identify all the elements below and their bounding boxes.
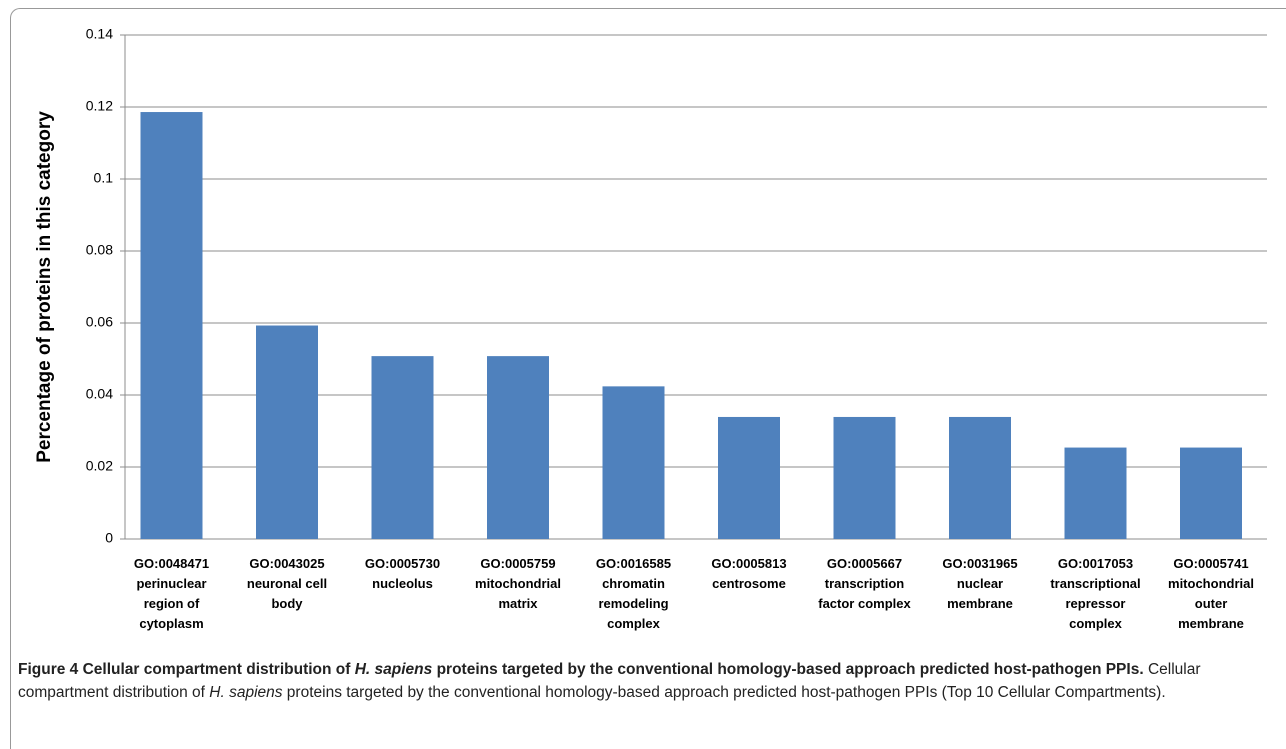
y-tick-label: 0.1: [94, 170, 114, 186]
bar: [1064, 447, 1127, 539]
y-tick-label: 0.12: [86, 98, 113, 114]
caption-text: Cellular compartment distribution of: [18, 661, 1201, 701]
x-tick-label: repressor: [1066, 596, 1126, 611]
caption-text: Figure 4 Cellular compartment distributi…: [18, 661, 355, 678]
x-tick-label: chromatin: [602, 576, 665, 591]
x-tick-label: cytoplasm: [139, 616, 203, 631]
x-tick-label: transcription: [825, 576, 905, 591]
x-tick-label: transcriptional: [1050, 576, 1140, 591]
x-tick-label: remodeling: [598, 596, 668, 611]
x-tick-label: complex: [1069, 616, 1123, 631]
caption-italic: H. sapiens: [209, 684, 283, 701]
bar: [256, 325, 318, 539]
x-tick-label: region of: [144, 596, 200, 611]
y-tick-label: 0.04: [86, 386, 113, 402]
figure-caption: Figure 4 Cellular compartment distributi…: [18, 658, 1268, 704]
x-tick-label: matrix: [498, 596, 538, 611]
x-tick-label: membrane: [947, 596, 1013, 611]
x-tick-label: perinuclear: [136, 576, 206, 591]
y-tick-label: 0.06: [86, 314, 113, 330]
x-tick-label: factor complex: [818, 596, 911, 611]
x-tick-label: GO:0031965: [942, 556, 1017, 571]
y-axis-title: Percentage of proteins in this category: [34, 111, 55, 463]
bar: [602, 386, 665, 539]
x-tick-label: outer: [1195, 596, 1228, 611]
x-tick-label: GO:0017053: [1058, 556, 1133, 571]
x-tick-label: centrosome: [712, 576, 786, 591]
y-tick-label: 0.02: [86, 458, 113, 474]
x-tick-label: mitochondrial: [1168, 576, 1254, 591]
x-tick-label: GO:0005741: [1173, 556, 1248, 571]
caption-italic: H. sapiens: [354, 661, 433, 678]
bar: [833, 416, 896, 539]
caption-text: proteins targeted by the conventional ho…: [282, 684, 1166, 701]
x-tick-label: neuronal cell: [247, 576, 327, 591]
x-tick-label: GO:0005759: [480, 556, 555, 571]
x-tick-label: GO:0048471: [134, 556, 209, 571]
bar: [718, 416, 780, 539]
x-tick-label: complex: [607, 616, 661, 631]
x-tick-label: GO:0016585: [596, 556, 671, 571]
x-tick-label: GO:0043025: [249, 556, 324, 571]
figure-frame: [10, 8, 1286, 749]
bar: [371, 356, 434, 539]
y-tick-label: 0: [105, 530, 113, 546]
x-tick-label: GO:0005813: [711, 556, 786, 571]
x-tick-label: GO:0005730: [365, 556, 440, 571]
bar: [949, 416, 1011, 539]
x-tick-label: body: [271, 596, 303, 611]
x-tick-label: mitochondrial: [475, 576, 561, 591]
x-tick-label: nucleolus: [372, 576, 433, 591]
x-tick-label: GO:0005667: [827, 556, 902, 571]
y-tick-label: 0.14: [86, 26, 113, 42]
caption-text: proteins targeted by the conventional ho…: [432, 661, 1144, 678]
bar: [140, 112, 203, 539]
y-tick-label: 0.08: [86, 242, 113, 258]
bar: [487, 356, 549, 539]
x-tick-label: membrane: [1178, 616, 1244, 631]
bar: [1180, 447, 1242, 539]
caption-title: Figure 4 Cellular compartment distributi…: [18, 661, 1144, 678]
page: {"chart_data": {"type": "bar", "ylabel":…: [10, 8, 1286, 749]
x-tick-label: nuclear: [957, 576, 1003, 591]
chart: Percentage of proteins in this category …: [34, 26, 1267, 631]
